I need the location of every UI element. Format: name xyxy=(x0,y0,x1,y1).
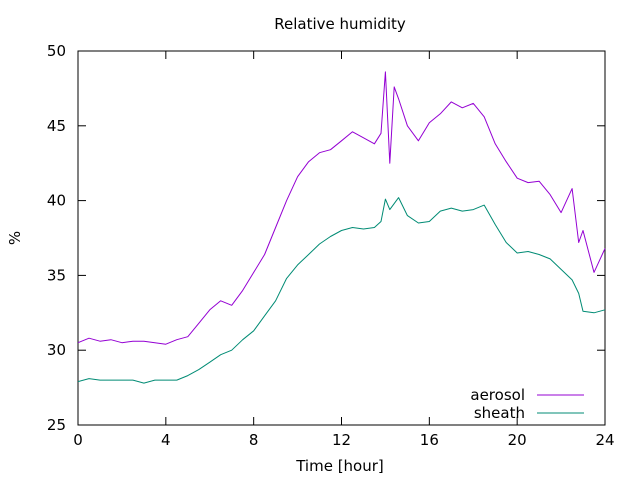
y-axis-label: % xyxy=(6,231,24,245)
y-tick-label: 25 xyxy=(47,416,66,434)
y-tick-label: 45 xyxy=(47,117,66,135)
legend-label-aerosol: aerosol xyxy=(470,386,525,404)
x-axis-label: Time [hour] xyxy=(295,457,384,475)
series-line-sheath xyxy=(77,197,606,384)
x-tick-label: 20 xyxy=(508,431,527,449)
x-axis: 0 4 8 12 16 20 24 xyxy=(73,51,615,449)
y-tick-label: 30 xyxy=(47,341,66,359)
y-tick-label: 40 xyxy=(47,192,66,210)
y-tick-label: 50 xyxy=(47,42,66,60)
x-tick-label: 16 xyxy=(420,431,439,449)
x-tick-label: 4 xyxy=(161,431,171,449)
y-tick-label: 35 xyxy=(47,266,66,284)
plot-frame xyxy=(77,50,606,426)
series-group xyxy=(77,71,606,384)
x-tick-label: 8 xyxy=(249,431,259,449)
x-tick-label: 0 xyxy=(73,431,83,449)
series-line-aerosol xyxy=(77,71,606,345)
y-axis: 25 30 35 40 45 50 xyxy=(47,42,605,434)
x-tick-label: 24 xyxy=(595,431,614,449)
chart-title: Relative humidity xyxy=(274,15,406,33)
x-tick-label: 12 xyxy=(332,431,351,449)
legend-label-sheath: sheath xyxy=(474,404,525,422)
